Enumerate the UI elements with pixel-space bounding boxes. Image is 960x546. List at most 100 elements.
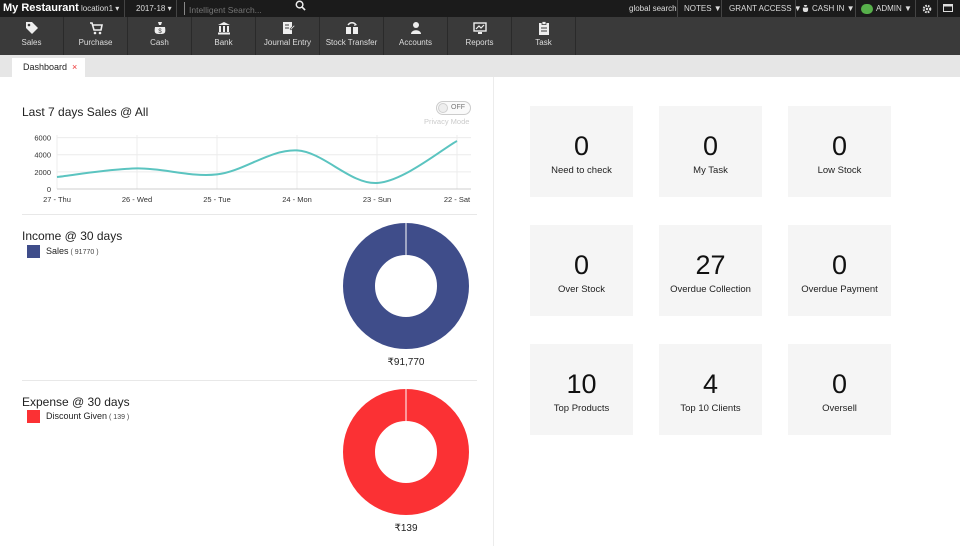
y-tick-label: 6000 xyxy=(34,134,51,143)
y-tick-label: 0 xyxy=(47,185,51,194)
module-bank[interactable]: Bank xyxy=(192,17,256,55)
income-legend: Sales( 91770 ) xyxy=(27,245,99,258)
divider xyxy=(124,0,125,17)
close-icon[interactable]: × xyxy=(72,62,78,72)
module-cash[interactable]: $ Cash xyxy=(128,17,192,55)
divider xyxy=(915,0,916,17)
notes-menu[interactable]: NOTES ▼ xyxy=(684,4,722,13)
y-tick-label: 4000 xyxy=(34,151,51,160)
legend-amount: ( 91770 ) xyxy=(70,248,99,256)
module-reports[interactable]: Reports xyxy=(448,17,512,55)
sales-series-line xyxy=(56,140,458,185)
tile-value: 27 xyxy=(695,250,726,280)
divider xyxy=(795,0,796,17)
module-accounts[interactable]: Accounts xyxy=(384,17,448,55)
tile-label: Need to check xyxy=(551,165,612,176)
dashboard: Last 7 days Sales @ All OFF Privacy Mode… xyxy=(0,77,960,546)
tile-label: Over Stock xyxy=(558,284,605,295)
grant-access-menu[interactable]: GRANT ACCESS ▼ xyxy=(729,4,802,13)
stock-transfer-icon xyxy=(320,17,383,37)
module-stock-transfer[interactable]: Stock Transfer xyxy=(320,17,384,55)
left-pane: Last 7 days Sales @ All OFF Privacy Mode… xyxy=(0,77,494,546)
module-label: Reports xyxy=(465,38,494,47)
legend-label: Sales xyxy=(46,245,69,256)
tile-label: Top Products xyxy=(553,403,610,414)
tile-oversell[interactable]: 0 Oversell xyxy=(788,344,891,435)
svg-text:$: $ xyxy=(158,29,162,35)
expense-total: ₹139 xyxy=(394,523,418,534)
x-tick-label: 26 - Wed xyxy=(122,195,152,204)
tile-over-stock[interactable]: 0 Over Stock xyxy=(530,225,633,316)
admin-menu[interactable]: ADMIN ▼ xyxy=(876,4,912,13)
tile-label: My Task xyxy=(693,165,728,176)
cart-icon xyxy=(64,17,127,37)
expense-legend: Discount Given( 139 ) xyxy=(27,410,129,423)
divider xyxy=(855,0,856,17)
module-label: Stock Transfer xyxy=(325,38,378,47)
cash-in-menu[interactable]: CASH IN ▼ xyxy=(812,4,855,13)
tile-top-10-clients[interactable]: 4 Top 10 Clients xyxy=(659,344,762,435)
tile-need-to-check[interactable]: 0 Need to check xyxy=(530,106,633,197)
module-label: Accounts xyxy=(399,38,432,47)
module-label: Journal Entry xyxy=(263,38,312,47)
tab-dashboard[interactable]: Dashboard × xyxy=(12,58,86,77)
sales-line-chart: 0 2000 4000 6000 27 - Thu 26 - Wed 25 - Tue 24 … xyxy=(34,134,471,204)
search-input[interactable] xyxy=(185,3,285,17)
x-tick-label: 22 - Sat xyxy=(444,195,471,204)
tile-label: Overdue Payment xyxy=(801,284,878,295)
tile-value: 0 xyxy=(702,131,719,161)
tile-top-products[interactable]: 10 Top Products xyxy=(530,344,633,435)
top-bar: My Restaurant location1 ▾ 2017-18 ▾ glob… xyxy=(0,0,960,17)
section-divider xyxy=(22,214,477,215)
divider xyxy=(721,0,722,17)
tile-value: 4 xyxy=(702,369,719,399)
tile-value: 0 xyxy=(573,250,590,280)
tile-low-stock[interactable]: 0 Low Stock xyxy=(788,106,891,197)
privacy-mode-label: Privacy Mode xyxy=(424,117,470,126)
module-label: Task xyxy=(535,38,552,47)
window-icon[interactable] xyxy=(943,0,953,17)
income-total: ₹91,770 xyxy=(387,357,425,368)
tile-label: Overdue Collection xyxy=(670,284,751,295)
module-purchase[interactable]: Purchase xyxy=(64,17,128,55)
global-search-link[interactable]: global search xyxy=(629,4,677,13)
gear-icon[interactable] xyxy=(922,0,932,17)
legend-swatch xyxy=(27,245,40,258)
tile-overdue-collection[interactable]: 27 Overdue Collection xyxy=(659,225,762,316)
tag-icon xyxy=(0,17,63,37)
module-sales[interactable]: Sales xyxy=(0,17,64,55)
income-donut-chart xyxy=(343,223,469,349)
money-bag-icon: $ xyxy=(128,17,191,37)
tab-strip: Dashboard × xyxy=(0,55,960,77)
tile-label: Top 10 Clients xyxy=(680,403,741,414)
cash-in-icon xyxy=(802,0,809,17)
legend-amount: ( 139 ) xyxy=(109,413,130,421)
tile-overdue-payment[interactable]: 0 Overdue Payment xyxy=(788,225,891,316)
tile-value: 0 xyxy=(831,250,848,280)
financial-year-selector[interactable]: 2017-18 ▾ xyxy=(136,4,172,13)
tile-my-task[interactable]: 0 My Task xyxy=(659,106,762,197)
legend-swatch xyxy=(27,410,40,423)
module-journal-entry[interactable]: Journal Entry xyxy=(256,17,320,55)
y-tick-label: 2000 xyxy=(34,168,51,177)
user-icon xyxy=(384,17,447,37)
reports-icon xyxy=(448,17,511,37)
x-tick-label: 23 - Sun xyxy=(363,195,391,204)
search-icon[interactable] xyxy=(295,0,306,17)
admin-avatar xyxy=(861,0,875,17)
privacy-mode-toggle[interactable]: OFF xyxy=(436,101,471,115)
tile-value: 0 xyxy=(831,369,848,399)
expense-donut-chart xyxy=(343,389,469,515)
divider xyxy=(677,0,678,17)
clipboard-icon xyxy=(512,17,575,37)
tile-value: 0 xyxy=(573,131,590,161)
module-task[interactable]: Task xyxy=(512,17,576,55)
module-label: Purchase xyxy=(78,38,113,47)
tile-value: 10 xyxy=(566,369,597,399)
x-tick-label: 24 - Mon xyxy=(282,195,312,204)
toggle-knob xyxy=(438,103,448,113)
tile-label: Low Stock xyxy=(817,165,862,176)
summary-tiles: 0 Need to check 0 My Task 0 Low Stock 0 Over… xyxy=(495,77,960,546)
app-title: My Restaurant xyxy=(3,2,79,14)
location-selector[interactable]: location1 ▾ xyxy=(81,4,120,13)
